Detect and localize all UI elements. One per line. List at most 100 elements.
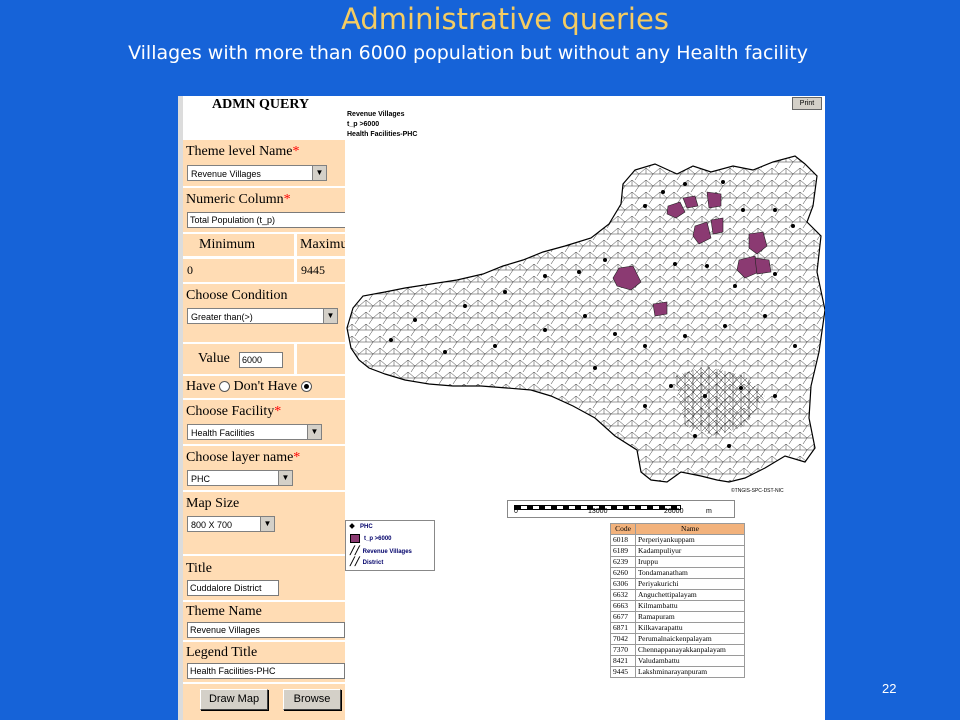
scale-ruler <box>514 505 681 510</box>
facility-select[interactable]: Health Facilities ▼ <box>187 424 322 440</box>
scale-label: 13000 <box>588 508 608 515</box>
table-row: 6018 Perperiyankuppam <box>610 534 745 546</box>
table-row: 6239 Iruppu <box>610 556 745 568</box>
legend-label: Revenue Villages <box>362 549 412 555</box>
page-number: 22 <box>882 681 897 696</box>
phc-point <box>583 314 587 318</box>
table-body: 6018 Perperiyankuppam 6189 Kadampuliyur 6239… <box>610 534 745 678</box>
layer-select[interactable]: PHC ▼ <box>187 470 293 486</box>
highlighted-village <box>736 255 760 279</box>
title-label: Title <box>186 561 212 576</box>
highlighted-village <box>710 217 724 235</box>
value-input[interactable]: 6000 <box>239 352 283 368</box>
theme-level-section: Theme level Name* Revenue Villages ▼ <box>183 138 345 186</box>
table-row: 9445 Lakshminarayanpuram <box>610 666 745 678</box>
print-button[interactable]: Print <box>792 97 822 110</box>
value-empty-cell <box>297 344 345 374</box>
phc-point <box>793 344 797 348</box>
have-radio[interactable] <box>219 381 231 393</box>
phc-point <box>643 344 647 348</box>
panel-edge <box>178 96 183 720</box>
village-name: Ramapuram <box>635 611 745 623</box>
chevron-down-icon: ▼ <box>323 309 337 323</box>
app-screenshot: ADMN QUERY Theme level Name* Revenue Vil… <box>178 96 825 720</box>
village-code: 8421 <box>610 655 636 667</box>
highlighted-village <box>612 265 642 291</box>
theme-name-input[interactable]: Revenue Villages <box>187 622 345 638</box>
table-row: 6189 Kadampuliyur <box>610 545 745 557</box>
minimum-label: Minimum <box>199 237 256 252</box>
phc-point <box>613 332 617 336</box>
have-section: Have Don't Have <box>183 374 345 398</box>
village-name: Lakshminarayanpuram <box>635 666 745 678</box>
village-code: 6677 <box>610 611 636 623</box>
village-code: 6632 <box>610 589 636 601</box>
highlighted-village <box>652 301 668 317</box>
phc-point <box>603 258 607 262</box>
district-map <box>346 155 825 483</box>
scale-bar: 0 13000 26000 m <box>507 500 735 518</box>
slide-title: Administrative queries <box>341 2 669 36</box>
phc-point <box>643 204 647 208</box>
min-max-section: Minimum Maximu 0 9445 <box>183 232 345 282</box>
map-size-select[interactable]: 800 X 700 ▼ <box>187 516 275 532</box>
highlighted-villages <box>612 191 772 317</box>
condition-value: Greater than(>) <box>191 312 253 322</box>
legend-title-label: Legend Title <box>186 645 258 660</box>
phc-point <box>683 182 687 186</box>
browse-button[interactable]: Browse <box>283 689 341 710</box>
highlighted-village <box>754 257 772 275</box>
condition-section: Choose Condition Greater than(>) ▼ <box>183 282 345 342</box>
map-size-label: Map Size <box>186 496 240 511</box>
column-header-code: Code <box>610 523 636 535</box>
village-name: Kilkavarapattu <box>635 622 745 634</box>
phc-point <box>493 344 497 348</box>
form-heading: ADMN QUERY <box>212 97 310 112</box>
map-heading-line: Revenue Villages <box>347 111 405 118</box>
numeric-column-field[interactable]: Total Population (t_p) <box>187 212 345 228</box>
line-icon: ╱╱ <box>350 546 360 555</box>
condition-select[interactable]: Greater than(>) ▼ <box>187 308 338 324</box>
legend-title-section: Legend Title Health Facilities-PHC <box>183 640 345 682</box>
village-name: Anguchettipalayam <box>635 589 745 601</box>
village-code: 7370 <box>610 644 636 656</box>
legend-label: PHC <box>360 524 373 530</box>
table-row: 7042 Perumalnaickenpalayam <box>610 633 745 645</box>
legend-title-input[interactable]: Health Facilities-PHC <box>187 663 345 679</box>
map-heading-line: Health Facilities-PHC <box>347 131 418 138</box>
numeric-column-label: Numeric Column <box>186 192 284 207</box>
maximum-value: 9445 <box>301 263 325 277</box>
map-size-value: 800 X 700 <box>191 520 233 530</box>
copyright-note: ©TNGIS-SPC-DST-NIC <box>731 488 784 494</box>
theme-name-section: Theme Name Revenue Villages <box>183 600 345 640</box>
phc-point <box>503 290 507 294</box>
chevron-down-icon: ▼ <box>260 517 274 531</box>
chevron-down-icon: ▼ <box>312 166 326 180</box>
village-code: 6260 <box>610 567 636 579</box>
max-header-cell <box>297 234 345 256</box>
required-mark: * <box>274 404 282 419</box>
village-code: 6663 <box>610 600 636 612</box>
have-label: Have <box>186 379 216 394</box>
map-output: Revenue Villages t_p >6000 Health Facili… <box>345 96 825 720</box>
phc-point <box>543 274 547 278</box>
village-code: 6239 <box>610 556 636 568</box>
village-code: 6189 <box>610 545 636 557</box>
village-table: Code Name 6018 Perperiyankuppam 6189 Kadamp… <box>610 523 745 678</box>
highlighted-village <box>682 195 699 209</box>
layer-value: PHC <box>191 474 211 484</box>
village-name: Chennappanayakkanpalayam <box>635 644 745 656</box>
table-row: 6260 Tondamanatham <box>610 567 745 579</box>
map-legend: PHC t_p >6000 ╱╱ Revenue Villages ╱╱ Distr… <box>345 520 435 571</box>
dont-have-radio[interactable] <box>300 381 312 393</box>
title-input[interactable]: Cuddalore District <box>187 580 279 596</box>
filled-square-icon <box>350 534 360 543</box>
phc-points <box>389 180 797 448</box>
theme-level-select[interactable]: Revenue Villages ▼ <box>187 165 327 181</box>
phc-point <box>763 314 767 318</box>
village-name: Kadampuliyur <box>635 545 745 557</box>
line-icon: ╱╱ <box>350 557 360 566</box>
diamond-icon <box>349 523 355 529</box>
phc-point <box>721 180 725 184</box>
draw-map-button[interactable]: Draw Map <box>200 689 268 710</box>
